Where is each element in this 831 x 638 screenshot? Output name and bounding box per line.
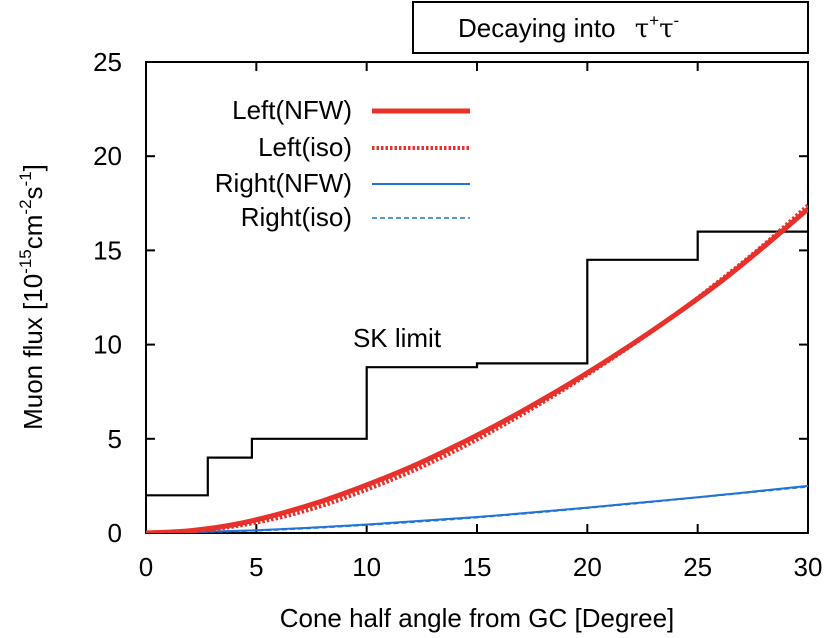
y-axis-title-exp3: -1 xyxy=(16,171,35,186)
y-tick-label: 5 xyxy=(108,424,122,454)
chart-title-minus: - xyxy=(674,11,680,30)
y-tick-label: 20 xyxy=(93,141,122,171)
x-tick-label: 25 xyxy=(683,552,712,582)
series-lines xyxy=(146,203,808,533)
chart-title-tau1: τ xyxy=(635,14,649,44)
chart-title-tau2: τ xyxy=(659,14,673,44)
y-axis-title-mid2: s xyxy=(18,186,48,199)
chart-title: Decaying into τ+τ- xyxy=(458,11,679,44)
y-axis-title-exp1: -15 xyxy=(16,249,35,274)
x-tick-label: 5 xyxy=(249,552,263,582)
sk-limit-annotation: SK limit xyxy=(353,323,442,353)
y-tick-label: 25 xyxy=(93,47,122,77)
y-tick-label: 10 xyxy=(93,330,122,360)
x-tick-label: 30 xyxy=(794,552,823,582)
y-axis-title-main: Muon flux [10 xyxy=(18,274,48,430)
tick-labels: 0 5 10 15 20 25 30 0 5 10 15 20 25 xyxy=(93,47,822,582)
x-tick-label: 20 xyxy=(573,552,602,582)
legend-label-left-nfw: Left(NFW) xyxy=(232,95,352,125)
chart-title-plus: + xyxy=(649,11,659,30)
y-axis-title-end: ] xyxy=(18,164,48,171)
series-line-sk-limit xyxy=(146,230,808,497)
legend-label-right-nfw: Right(NFW) xyxy=(215,168,352,198)
series-line-right-nfw xyxy=(146,484,808,533)
y-tick-label: 15 xyxy=(93,235,122,265)
series-line-left-iso xyxy=(146,203,808,533)
legend: Left(NFW) Left(iso) Right(NFW) Right(iso… xyxy=(215,95,470,232)
x-axis-title: Cone half angle from GC [Degree] xyxy=(280,603,675,633)
x-tick-label: 15 xyxy=(463,552,492,582)
chart-title-box: Decaying into τ+τ- xyxy=(412,1,809,54)
title-frame xyxy=(412,1,809,54)
chart-title-prefix: Decaying into xyxy=(458,13,616,43)
x-tick-label: 0 xyxy=(139,552,153,582)
y-axis-title: Muon flux [10-15cm-2s-1] xyxy=(16,164,48,430)
y-tick-label: 0 xyxy=(108,518,122,548)
legend-label-right-iso: Right(iso) xyxy=(241,202,352,232)
y-axis-title-exp2: -2 xyxy=(16,199,35,214)
axis-ticks xyxy=(145,61,809,534)
plot-frame xyxy=(145,61,809,534)
legend-label-left-iso: Left(iso) xyxy=(258,132,352,162)
series-line-left-nfw xyxy=(146,207,808,533)
y-axis-title-mid: cm xyxy=(18,215,48,250)
x-tick-label: 10 xyxy=(352,552,381,582)
